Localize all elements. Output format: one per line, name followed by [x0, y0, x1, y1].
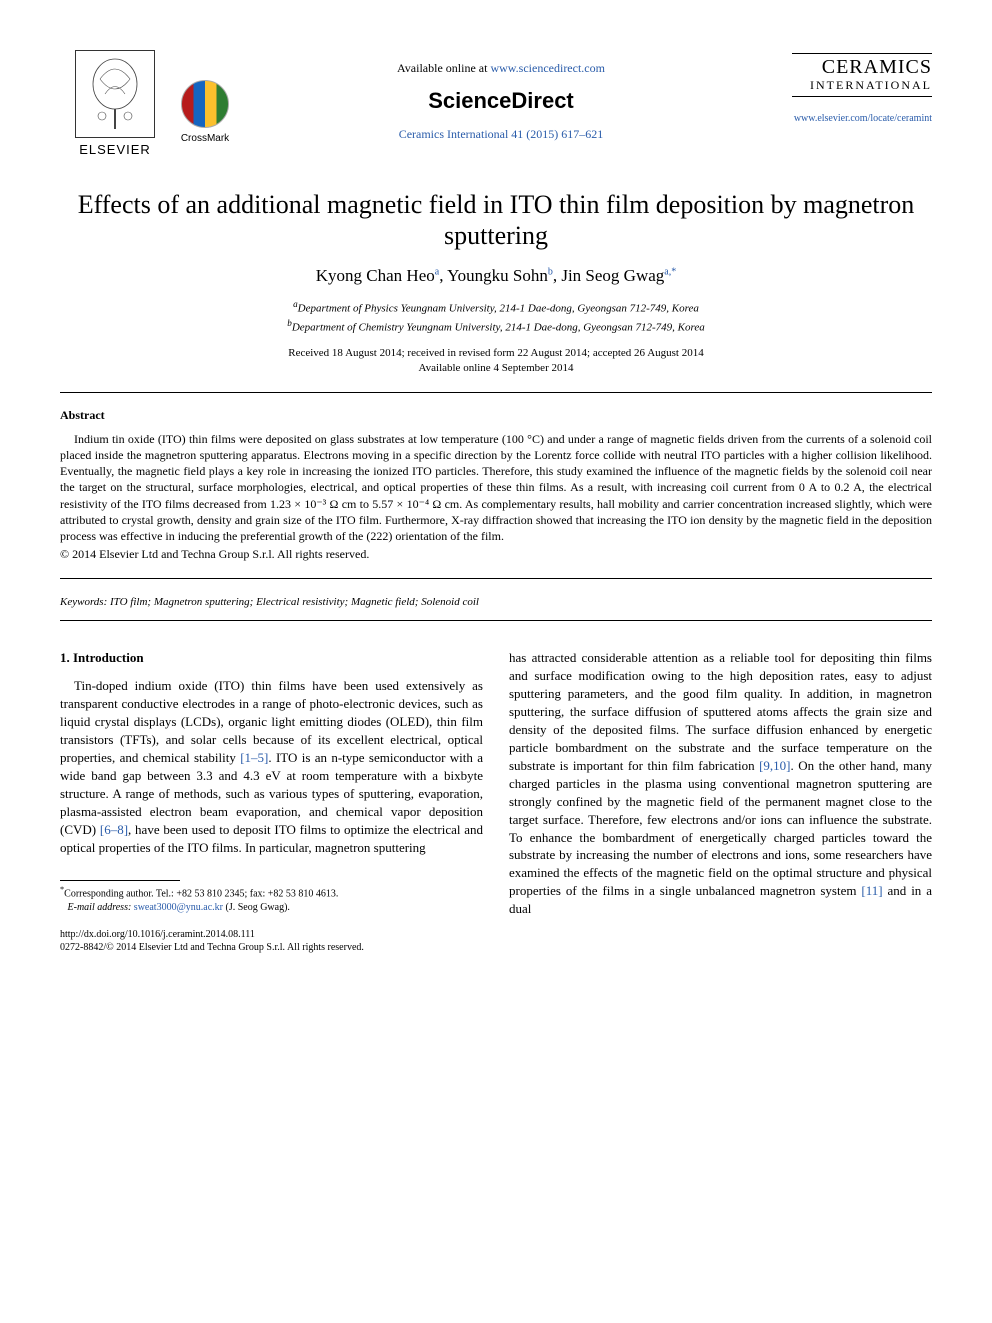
journal-subname: INTERNATIONAL [810, 77, 932, 93]
authors-line: Kyong Chan Heoa, Youngku Sohnb, Jin Seog… [60, 265, 932, 288]
column-right: has attracted considerable attention as … [509, 649, 932, 954]
aff-b-text: Department of Chemistry Yeungnam Univers… [292, 322, 705, 334]
header: ELSEVIER CrossMark Available online at w… [60, 50, 932, 159]
rule-above-abstract [60, 392, 932, 393]
column-left: 1. Introduction Tin-doped indium oxide (… [60, 649, 483, 954]
crossmark-label: CrossMark [181, 132, 229, 146]
article-title: Effects of an additional magnetic field … [60, 189, 932, 251]
article-dates: Received 18 August 2014; received in rev… [60, 346, 932, 376]
crossmark-icon [181, 80, 229, 128]
abstract-text: Indium tin oxide (ITO) thin films were d… [60, 431, 932, 544]
elsevier-logo-block: ELSEVIER [60, 50, 170, 159]
center-header: Available online at www.sciencedirect.co… [240, 50, 762, 142]
crossmark-block[interactable]: CrossMark [170, 80, 240, 146]
dates-line-2: Available online 4 September 2014 [60, 361, 932, 376]
email-label: E-mail address: [68, 902, 134, 913]
intro-para-right: has attracted considerable attention as … [509, 649, 932, 918]
journal-brand-block: CERAMICS INTERNATIONAL www.elsevier.com/… [762, 50, 932, 126]
author-1: Kyong Chan Heo [316, 266, 435, 285]
author-3: Jin Seog Gwag [561, 266, 664, 285]
intro-heading: 1. Introduction [60, 649, 483, 667]
author-3-aff[interactable]: a,* [664, 266, 676, 277]
corr-text: Corresponding author. Tel.: +82 53 810 2… [64, 889, 338, 900]
email-address[interactable]: sweat3000@ynu.ac.kr [134, 902, 223, 913]
keywords-line: Keywords: ITO film; Magnetron sputtering… [60, 595, 932, 610]
email-suffix: (J. Seog Gwag). [223, 902, 290, 913]
affiliation-a: aDepartment of Physics Yeungnam Universi… [60, 298, 932, 317]
doi-line[interactable]: http://dx.doi.org/10.1016/j.ceramint.201… [60, 928, 483, 941]
keywords-label: Keywords: [60, 596, 107, 608]
dates-line-1: Received 18 August 2014; received in rev… [60, 346, 932, 361]
elsevier-label: ELSEVIER [79, 141, 151, 159]
title-block: Effects of an additional magnetic field … [60, 189, 932, 251]
sciencedirect-url[interactable]: www.sciencedirect.com [490, 61, 605, 75]
journal-rule-top [792, 53, 932, 54]
citation-1-5[interactable]: [1–5] [240, 750, 268, 765]
abstract-copyright: © 2014 Elsevier Ltd and Techna Group S.r… [60, 546, 932, 562]
abstract-label: Abstract [60, 407, 932, 423]
elsevier-tree-icon [75, 50, 155, 138]
journal-reference[interactable]: Ceramics International 41 (2015) 617–621 [240, 126, 762, 142]
aff-a-text: Department of Physics Yeungnam Universit… [298, 303, 699, 315]
author-2-aff[interactable]: b [548, 266, 553, 277]
affiliations: aDepartment of Physics Yeungnam Universi… [60, 298, 932, 336]
issn-line: 0272-8842/© 2014 Elsevier Ltd and Techna… [60, 941, 483, 954]
body-columns: 1. Introduction Tin-doped indium oxide (… [60, 649, 932, 954]
author-2: Youngku Sohn [447, 266, 548, 285]
affiliation-b: bDepartment of Chemistry Yeungnam Univer… [60, 317, 932, 336]
rule-below-keywords [60, 620, 932, 621]
available-prefix: Available online at [397, 61, 490, 75]
keywords-text: ITO film; Magnetron sputtering; Electric… [107, 596, 479, 608]
rule-below-abstract [60, 578, 932, 579]
sciencedirect-logo: ScienceDirect [240, 86, 762, 116]
journal-rule-bottom [792, 96, 932, 97]
intro-text-2a: has attracted considerable attention as … [509, 650, 932, 773]
intro-para-left: Tin-doped indium oxide (ITO) thin films … [60, 677, 483, 856]
citation-11[interactable]: [11] [861, 883, 882, 898]
corresponding-author: *Corresponding author. Tel.: +82 53 810 … [60, 885, 483, 900]
author-1-aff[interactable]: a [435, 266, 439, 277]
footnote-rule [60, 880, 180, 881]
citation-6-8[interactable]: [6–8] [100, 822, 128, 837]
footnote-block: *Corresponding author. Tel.: +82 53 810 … [60, 885, 483, 953]
available-online-line: Available online at www.sciencedirect.co… [240, 60, 762, 76]
intro-text-2b: . On the other hand, many charged partic… [509, 758, 932, 899]
journal-name: CERAMICS [822, 57, 932, 77]
citation-9-10[interactable]: [9,10] [759, 758, 790, 773]
email-line: E-mail address: sweat3000@ynu.ac.kr (J. … [60, 901, 483, 914]
journal-url[interactable]: www.elsevier.com/locate/ceramint [794, 112, 932, 126]
